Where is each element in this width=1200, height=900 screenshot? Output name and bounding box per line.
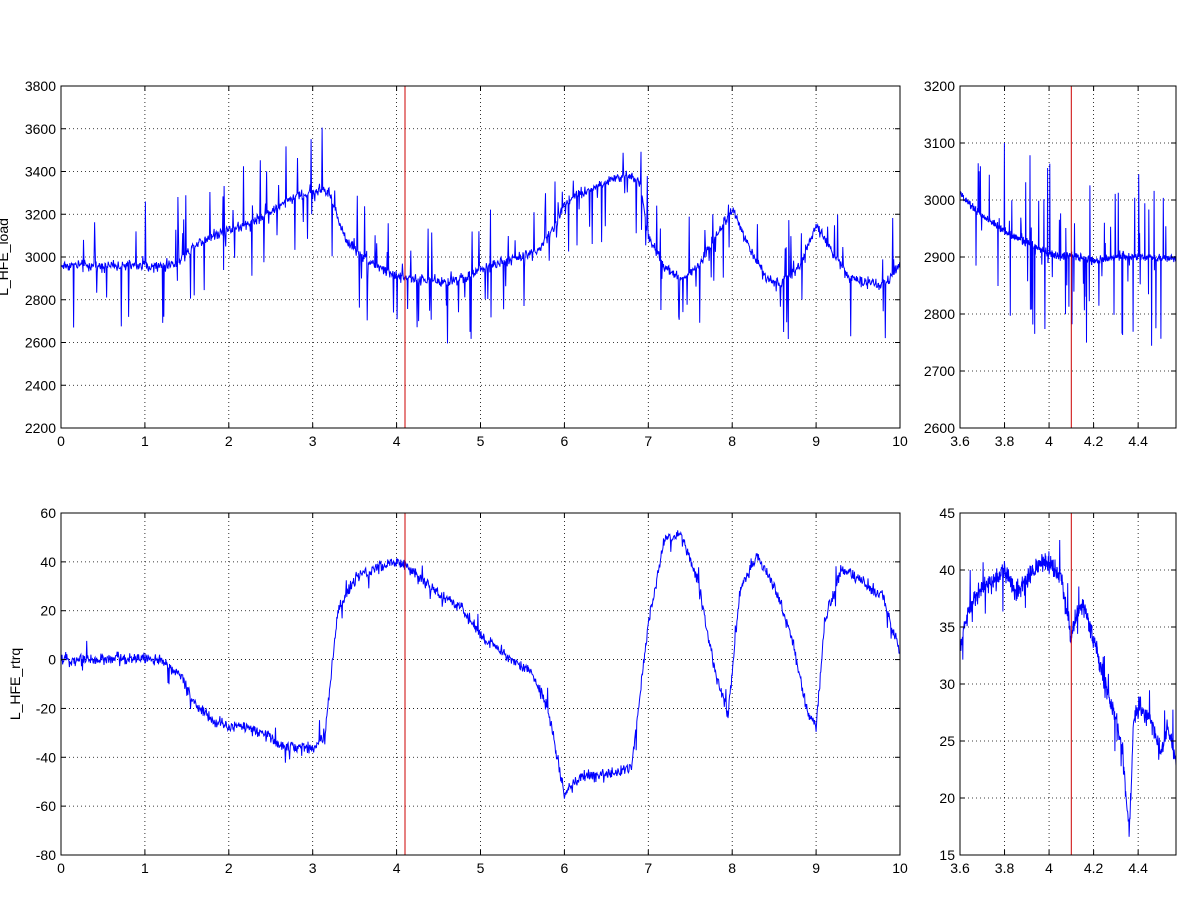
load-zoom-ytick-label: 2600: [924, 420, 955, 436]
load-main-xtick-label: 10: [892, 433, 908, 449]
rtrq-main-xtick-label: 1: [141, 860, 149, 876]
rtrq-zoom-ytick-label: 40: [939, 562, 955, 578]
load-zoom-axes-border: [959, 85, 1177, 429]
load-main-axes-border: [60, 85, 901, 429]
rtrq-zoom-xtick-label: 3.8: [995, 860, 1015, 876]
rtrq-main-xtick-label: 10: [892, 860, 908, 876]
rtrq-main-series-line: [61, 530, 900, 799]
load-zoom-xtick-label: 4: [1045, 433, 1053, 449]
rtrq-zoom-xtick-label: 4: [1045, 860, 1053, 876]
load-main-xtick-label: 9: [812, 433, 820, 449]
load-main-series-line: [61, 127, 900, 344]
rtrq-main-ytick-label: -60: [36, 798, 56, 814]
load-main-ytick-label: 3600: [25, 121, 56, 137]
load-main-ytick-label: 3200: [25, 206, 56, 222]
load-main-axes-frame: [60, 85, 901, 429]
load-main-xtick-label: 4: [393, 433, 401, 449]
rtrq-zoom-ytick-label: 20: [939, 790, 955, 806]
rtrq-zoom-ytick-label: 45: [939, 505, 955, 521]
rtrq-main-xtick-label: 6: [561, 860, 569, 876]
rtrq-main-xtick-label: 2: [225, 860, 233, 876]
load-zoom-xtick-label: 3.8: [995, 433, 1015, 449]
load-zoom-plot: [960, 86, 1176, 428]
rtrq-zoom-xtick-label: 3.6: [950, 860, 970, 876]
rtrq-main-plot: [61, 513, 900, 855]
rtrq-main-ytick-label: 0: [48, 652, 56, 668]
load-zoom-ytick-label: 2900: [924, 249, 955, 265]
rtrq-zoom-xtick-label: 4.2: [1084, 860, 1104, 876]
load-zoom-ytick-label: 3200: [924, 78, 955, 94]
load-main-xtick-label: 3: [309, 433, 317, 449]
rtrq-main-ytick-label: -40: [36, 749, 56, 765]
rtrq-main-xtick-label: 3: [309, 860, 317, 876]
load-main-ytick-label: 3000: [25, 249, 56, 265]
load-zoom-ytick-label: 3100: [924, 135, 955, 151]
load-main-grid: [61, 86, 900, 428]
rtrq-main-ytick-label: 40: [40, 554, 56, 570]
load-main-xtick-label: 6: [561, 433, 569, 449]
load-zoom-panel: 3.6 3.8 4 4.2 4.4 2600 2700 2800 2900 3000 3100 320…: [924, 78, 1177, 449]
rtrq-main-xtick-label: 5: [477, 860, 485, 876]
load-zoom-xtick-label: 4.4: [1128, 433, 1148, 449]
load-main-xtick-label: 8: [728, 433, 736, 449]
load-main-xtick-label: 5: [477, 433, 485, 449]
load-main-ytick-label: 3800: [25, 78, 56, 94]
load-zoom-ytick-label: 3000: [924, 192, 955, 208]
rtrq-main-ytick-label: 60: [40, 505, 56, 521]
load-zoom-ytick-label: 2800: [924, 306, 955, 322]
rtrq-zoom-axes-border: [959, 512, 1177, 856]
load-zoom-series-line: [960, 142, 1176, 346]
rtrq-zoom-ytick-label: 30: [939, 676, 955, 692]
load-zoom-ytick-label: 2700: [924, 363, 955, 379]
load-main-xtick-label: 0: [57, 433, 65, 449]
rtrq-main-xtick-label: 9: [812, 860, 820, 876]
load-main-xtick-label: 2: [225, 433, 233, 449]
rtrq-zoom-plot: [960, 513, 1176, 855]
rtrq-main-xtick-label: 7: [644, 860, 652, 876]
load-main-xtick-label: 1: [141, 433, 149, 449]
load-main-ytick-label: 2400: [25, 377, 56, 393]
load-main-xtick-label: 7: [644, 433, 652, 449]
rtrq-main-ytick-label: 20: [40, 603, 56, 619]
rtrq-main-ytick-label: -20: [36, 700, 56, 716]
rtrq-zoom-ytick-label: 15: [939, 847, 955, 863]
rtrq-main-axes-border: [60, 512, 901, 856]
rtrq-zoom-panel: 3.6 3.8 4 4.2 4.4 15 20 25 30 35 40 45: [939, 505, 1177, 876]
load-main-ylabel: L_HFE_load: [0, 218, 11, 296]
rtrq-main-ticks: 0 1 2 3 4 5 6 7 8 9 10 -80 -60 -40 -20 0 20 40 60: [36, 505, 908, 876]
load-main-panel: 0 1 2 3 4 5 6 7 8 9 10 2200 2400 2600 2800 3000 3200 3400…: [0, 78, 908, 449]
rtrq-main-panel: 0 1 2 3 4 5 6 7 8 9 10 -80 -60 -40 -20 0 20 40 60 L_HFE_rt…: [7, 505, 908, 876]
load-zoom-xtick-label: 3.6: [950, 433, 970, 449]
rtrq-zoom-ytick-label: 25: [939, 733, 955, 749]
load-main-ticks: 0 1 2 3 4 5 6 7 8 9 10 2200 2400 2600 2800 3000 3200 3400…: [25, 78, 908, 449]
load-main-plot: [61, 86, 900, 428]
rtrq-main-xtick-label: 8: [728, 860, 736, 876]
rtrq-main-grid: [61, 513, 900, 855]
load-zoom-xtick-label: 4.2: [1084, 433, 1104, 449]
rtrq-main-axes-frame: [60, 512, 901, 856]
rtrq-main-ytick-label: -80: [36, 847, 56, 863]
rtrq-main-xtick-label: 4: [393, 860, 401, 876]
rtrq-zoom-xtick-label: 4.4: [1128, 860, 1148, 876]
load-main-ytick-label: 2200: [25, 420, 56, 436]
rtrq-zoom-ytick-label: 35: [939, 619, 955, 635]
load-main-ytick-label: 3400: [25, 164, 56, 180]
rtrq-zoom-series-line: [960, 539, 1176, 837]
load-main-ytick-label: 2800: [25, 292, 56, 308]
rtrq-main-xtick-label: 0: [57, 860, 65, 876]
load-main-ytick-label: 2600: [25, 335, 56, 351]
rtrq-main-ylabel: L_HFE_rtrq: [7, 648, 23, 720]
